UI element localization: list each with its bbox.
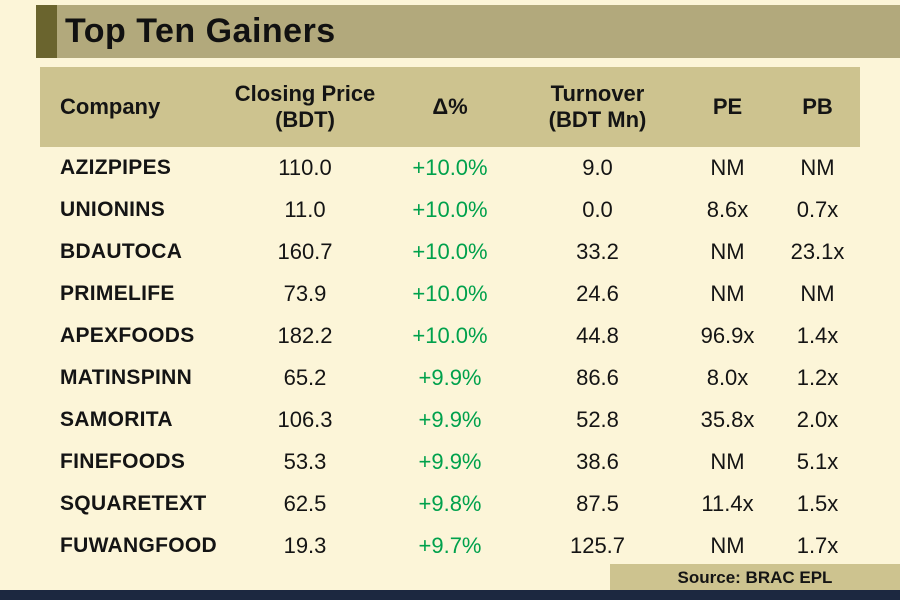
change-percent-cell: +9.9% <box>418 449 482 474</box>
table-header-row: Company Closing Price (BDT) Δ% Turnover … <box>40 67 860 147</box>
pe-cell: 8.6x <box>706 197 749 222</box>
change-percent-cell: +9.8% <box>418 491 482 516</box>
pb-cell: 1.4x <box>796 323 839 348</box>
turnover-cell: 24.6 <box>576 281 619 306</box>
title-strip: Top Ten Gainers <box>57 5 900 58</box>
company-cell: BDAUTOCA <box>60 240 183 263</box>
turnover-cell: 86.6 <box>576 365 619 390</box>
header-pb: PB <box>802 93 833 119</box>
pe-cell: NM <box>710 533 745 558</box>
pe-cell: NM <box>710 239 745 264</box>
pb-cell: 2.0x <box>796 407 839 432</box>
closing-price-cell: 73.9 <box>283 281 327 306</box>
table-row: APEXFOODS 182.2 +10.0% 44.8 96.9x 1.4x <box>40 315 860 357</box>
pe-cell: 11.4x <box>701 491 754 516</box>
table-row: BDAUTOCA 160.7 +10.0% 33.2 NM 23.1x <box>40 231 860 273</box>
pe-cell: 35.8x <box>700 407 755 432</box>
turnover-cell: 87.5 <box>576 491 619 516</box>
company-cell: MATINSPINN <box>60 366 193 389</box>
company-cell: UNIONINS <box>60 198 166 221</box>
turnover-cell: 33.2 <box>576 239 619 264</box>
table-row: PRIMELIFE 73.9 +10.0% 24.6 NM NM <box>40 273 860 315</box>
turnover-cell: 125.7 <box>569 533 626 558</box>
bottom-bar <box>0 590 900 600</box>
change-percent-cell: +9.7% <box>418 533 482 558</box>
table-row: MATINSPINN 65.2 +9.9% 86.6 8.0x 1.2x <box>40 357 860 399</box>
closing-price-cell: 110.0 <box>278 155 332 180</box>
pe-cell: NM <box>710 281 745 306</box>
closing-price-cell: 11.0 <box>284 197 326 222</box>
turnover-cell: 9.0 <box>582 155 613 180</box>
company-cell: SQUARETEXT <box>60 492 207 515</box>
company-cell: APEXFOODS <box>60 324 195 347</box>
header-closing-price: Closing Price (BDT) <box>234 80 376 132</box>
title-bar: Top Ten Gainers <box>36 5 900 58</box>
change-percent-cell: +10.0% <box>412 155 488 180</box>
source-label: Source: BRAC EPL <box>677 568 833 587</box>
turnover-cell: 38.6 <box>576 449 619 474</box>
change-percent-cell: +10.0% <box>412 197 488 222</box>
table-row: SAMORITA 106.3 +9.9% 52.8 35.8x 2.0x <box>40 399 860 441</box>
pe-cell: 96.9x <box>700 323 755 348</box>
closing-price-cell: 160.7 <box>277 239 333 264</box>
company-cell: AZIZPIPES <box>60 156 172 179</box>
pb-cell: NM <box>800 155 835 180</box>
header-turnover: Turnover (BDT Mn) <box>548 80 647 132</box>
source-strip: Source: BRAC EPL <box>610 564 900 592</box>
pe-cell: 8.0x <box>706 365 749 390</box>
closing-price-cell: 106.3 <box>277 407 333 432</box>
gainers-table: Company Closing Price (BDT) Δ% Turnover … <box>40 67 860 567</box>
pe-cell: NM <box>710 155 745 180</box>
table-row: SQUARETEXT 62.5 +9.8% 87.5 11.4x 1.5x <box>40 483 860 525</box>
change-percent-cell: +9.9% <box>418 407 482 432</box>
turnover-cell: 0.0 <box>582 197 613 222</box>
turnover-cell: 52.8 <box>576 407 619 432</box>
pe-cell: NM <box>710 449 745 474</box>
company-cell: SAMORITA <box>60 408 173 431</box>
company-cell: PRIMELIFE <box>60 282 175 305</box>
pb-cell: 5.1x <box>796 449 839 474</box>
table-row: FUWANGFOOD 19.3 +9.7% 125.7 NM 1.7x <box>40 525 860 567</box>
pb-cell: 1.2x <box>796 365 839 390</box>
company-cell: FINEFOODS <box>60 450 186 473</box>
pb-cell: 1.7x <box>796 533 839 558</box>
header-pe: PE <box>712 93 743 119</box>
closing-price-cell: 62.5 <box>283 491 327 516</box>
company-cell: FUWANGFOOD <box>60 534 217 557</box>
header-company: Company <box>60 93 161 119</box>
pb-cell: 1.5x <box>796 491 839 516</box>
turnover-cell: 44.8 <box>576 323 619 348</box>
table-row: AZIZPIPES 110.0 +10.0% 9.0 NM NM <box>40 147 860 189</box>
change-percent-cell: +9.9% <box>418 365 482 390</box>
table-row: UNIONINS 11.0 +10.0% 0.0 8.6x 0.7x <box>40 189 860 231</box>
pb-cell: NM <box>800 281 835 306</box>
pb-cell: 23.1x <box>790 239 845 264</box>
table-row: FINEFOODS 53.3 +9.9% 38.6 NM 5.1x <box>40 441 860 483</box>
change-percent-cell: +10.0% <box>412 239 488 264</box>
closing-price-cell: 65.2 <box>283 365 327 390</box>
header-change-percent: Δ% <box>432 93 468 119</box>
title-accent-block <box>36 5 57 58</box>
closing-price-cell: 182.2 <box>277 323 333 348</box>
change-percent-cell: +10.0% <box>412 323 488 348</box>
change-percent-cell: +10.0% <box>412 281 488 306</box>
closing-price-cell: 19.3 <box>283 533 327 558</box>
page-title: Top Ten Gainers <box>65 12 336 50</box>
table-body: AZIZPIPES 110.0 +10.0% 9.0 NM NM UNIONIN… <box>40 147 860 567</box>
closing-price-cell: 53.3 <box>283 449 327 474</box>
pb-cell: 0.7x <box>796 197 839 222</box>
